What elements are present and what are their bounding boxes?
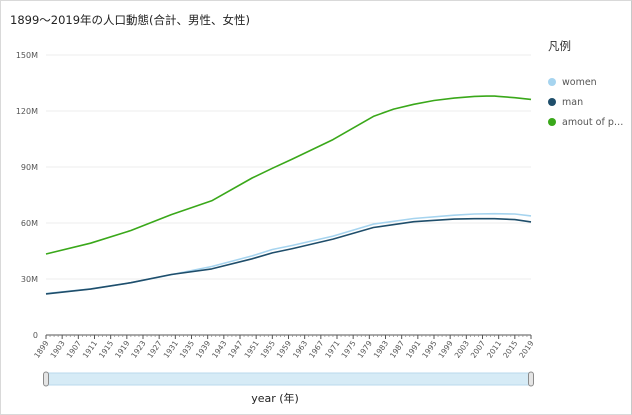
x-tick-label: 1911 [81, 339, 99, 360]
x-tick-label: 1987 [388, 339, 406, 360]
legend-marker [548, 118, 556, 126]
x-tick-label: 1935 [178, 339, 196, 360]
y-tick-label: 0 [33, 331, 38, 340]
range-slider-track [45, 372, 532, 386]
x-tick-label: 1903 [48, 339, 66, 360]
x-tick-label: 1951 [242, 339, 260, 360]
range-slider[interactable] [43, 371, 534, 387]
legend-label: amout of p… [562, 116, 624, 128]
legend-item-man[interactable]: man [548, 92, 628, 112]
legend-marker [548, 78, 556, 86]
x-tick-label: 1983 [372, 339, 390, 360]
x-tick-label: 1991 [404, 339, 422, 360]
x-tick-label: 1927 [145, 339, 163, 360]
legend-item-total[interactable]: amout of p… [548, 112, 628, 132]
x-tick-label: 1947 [226, 339, 244, 360]
x-tick-label: 1943 [210, 339, 228, 360]
x-tick-label: 1907 [65, 339, 83, 360]
x-axis-title: year (年) [251, 392, 299, 405]
legend-label: man [562, 96, 584, 108]
x-tick-label: 2019 [517, 339, 535, 360]
legend-title: 凡例 [548, 39, 571, 53]
x-tick-label: 1999 [436, 339, 454, 360]
x-tick-label: 1931 [162, 339, 180, 360]
legend-item-women[interactable]: women [548, 72, 628, 92]
series-line-women [45, 212, 532, 295]
x-tick-label: 1919 [113, 339, 131, 360]
x-tick-label: 1967 [307, 339, 325, 360]
x-tick-label: 2011 [485, 339, 503, 360]
y-tick-label: 120M [16, 107, 38, 116]
legend-marker [548, 98, 556, 106]
y-tick-label: 150M [16, 51, 38, 60]
x-tick-label: 2015 [501, 339, 519, 360]
x-tick-label: 1955 [259, 339, 277, 360]
series-line-amoutofp [45, 95, 532, 255]
x-tick-label: 1979 [356, 339, 374, 360]
x-tick-label: 1923 [129, 339, 147, 360]
y-tick-label: 30M [21, 275, 38, 284]
chart-title: 1899〜2019年の人口動態(合計、男性、女性) [10, 13, 251, 27]
x-tick-label: 1959 [275, 339, 293, 360]
legend-label: women [562, 76, 597, 88]
x-tick-label: 1915 [97, 339, 115, 360]
x-tick-label: 1963 [291, 339, 309, 360]
range-slider-start-handle[interactable] [43, 371, 49, 387]
y-tick-label: 60M [21, 219, 38, 228]
x-tick-label: 1995 [420, 339, 438, 360]
x-tick-label: 1975 [339, 339, 357, 360]
x-tick-label: 1899 [32, 339, 50, 360]
legend: 凡例 women man amout of p… [548, 38, 628, 132]
x-tick-label: 2003 [453, 339, 471, 360]
range-slider-end-handle[interactable] [528, 371, 534, 387]
series-line-man [45, 217, 532, 295]
x-tick-label: 2007 [469, 339, 487, 360]
x-tick-label: 1971 [323, 339, 341, 360]
y-tick-label: 90M [21, 163, 38, 172]
x-tick-label: 1939 [194, 339, 212, 360]
